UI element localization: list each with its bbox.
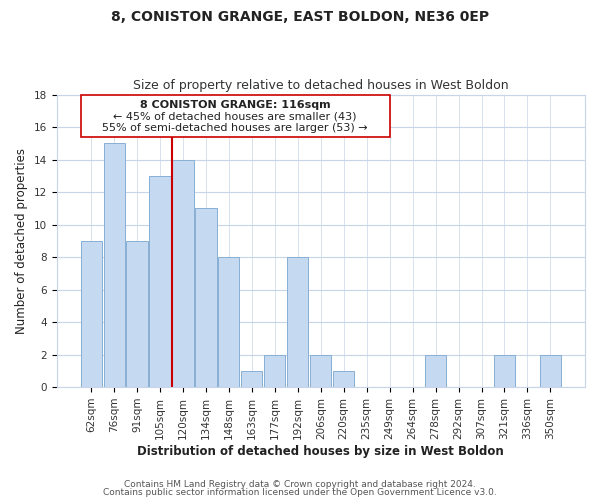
Bar — [80, 241, 101, 387]
Bar — [333, 371, 354, 387]
Bar — [196, 208, 217, 387]
FancyBboxPatch shape — [81, 94, 389, 137]
Text: ← 45% of detached houses are smaller (43): ← 45% of detached houses are smaller (43… — [113, 112, 357, 122]
Bar — [264, 354, 286, 387]
Bar — [425, 354, 446, 387]
Bar — [241, 371, 262, 387]
Bar — [287, 257, 308, 387]
Text: Contains public sector information licensed under the Open Government Licence v3: Contains public sector information licen… — [103, 488, 497, 497]
Bar — [172, 160, 194, 387]
Bar — [540, 354, 561, 387]
Text: Contains HM Land Registry data © Crown copyright and database right 2024.: Contains HM Land Registry data © Crown c… — [124, 480, 476, 489]
Bar — [218, 257, 239, 387]
Bar — [494, 354, 515, 387]
X-axis label: Distribution of detached houses by size in West Boldon: Distribution of detached houses by size … — [137, 444, 504, 458]
Bar — [127, 241, 148, 387]
Y-axis label: Number of detached properties: Number of detached properties — [15, 148, 28, 334]
Text: 8 CONISTON GRANGE: 116sqm: 8 CONISTON GRANGE: 116sqm — [140, 100, 331, 110]
Text: 8, CONISTON GRANGE, EAST BOLDON, NE36 0EP: 8, CONISTON GRANGE, EAST BOLDON, NE36 0E… — [111, 10, 489, 24]
Bar — [310, 354, 331, 387]
Title: Size of property relative to detached houses in West Boldon: Size of property relative to detached ho… — [133, 79, 509, 92]
Text: 55% of semi-detached houses are larger (53) →: 55% of semi-detached houses are larger (… — [103, 123, 368, 133]
Bar — [104, 144, 125, 387]
Bar — [149, 176, 170, 387]
